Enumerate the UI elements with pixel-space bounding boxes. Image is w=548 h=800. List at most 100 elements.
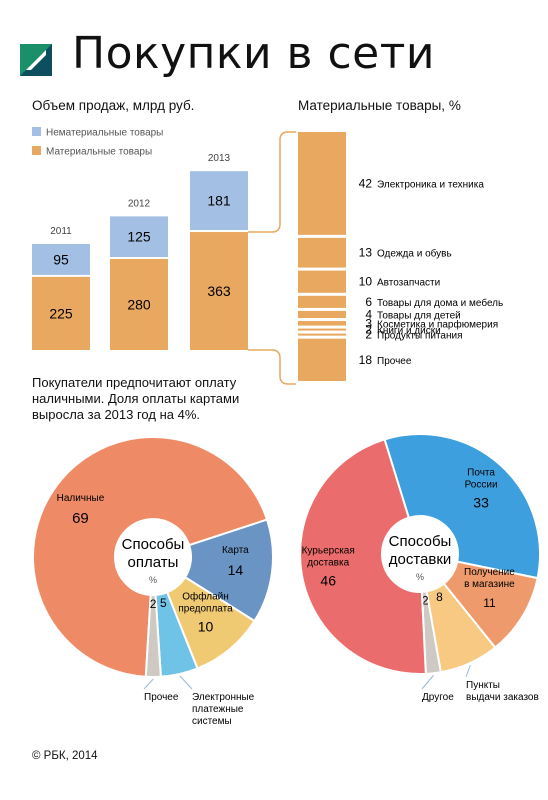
goods-value-label: 4 [365, 307, 372, 321]
donut-slice [183, 518, 274, 623]
slice-category-label: России [465, 479, 498, 490]
donut-title: Способы [122, 536, 185, 553]
bar-category-label: 2011 [50, 226, 72, 237]
goods-segment [298, 237, 346, 268]
goods-category-label: Косметика и парфюмерия [377, 318, 498, 330]
bar-value-label: 95 [53, 251, 69, 267]
sales-legend: Нематериальные товары Материальные товары [32, 127, 163, 158]
slice-category-label: Пункты [466, 680, 500, 691]
bar-value-label: 181 [207, 193, 231, 209]
goods-chart-title: Материальные товары, % [298, 98, 461, 113]
bar-segment-nonmaterial [190, 171, 248, 231]
legend-swatch [32, 146, 41, 155]
slice-category-label: Карта [222, 545, 249, 556]
copyright: © РБК, 2014 [32, 750, 98, 762]
goods-segment [298, 321, 346, 326]
bracket-bottom [248, 349, 296, 385]
slice-category-label: выдачи заказов [466, 692, 539, 703]
bar-segment-material [32, 276, 90, 350]
donut-title: Способы [389, 533, 452, 550]
slice-leader-line [179, 675, 193, 690]
goods-category-label: Продукты питания [377, 331, 463, 342]
slice-category-label: Получение [464, 567, 515, 578]
legend-swatch [32, 127, 41, 136]
donut-unit: % [149, 575, 157, 585]
goods-segment [298, 295, 346, 308]
goods-value-label: 10 [359, 275, 373, 289]
slice-category-label: доставка [307, 558, 349, 569]
goods-category-label: Товары для дома и мебель [377, 297, 503, 309]
bar-segment-material [110, 259, 168, 350]
slice-category-label: Прочее [144, 692, 179, 703]
sales-stacked-bar-chart: 225 95 2011 280 125 2012 363 181 2013 [32, 153, 248, 350]
donut-slice [32, 436, 269, 678]
slice-category-label: Оффлайн [182, 591, 229, 603]
bar-value-label: 225 [49, 305, 73, 321]
donut-slice [383, 433, 541, 580]
goods-value-label: 3 [365, 316, 372, 330]
slice-value-label: 10 [198, 619, 214, 635]
slice-value-label: 46 [320, 573, 336, 589]
slice-value-label: 2 [150, 597, 157, 611]
donut-title: доставки [389, 551, 452, 568]
bar-value-label: 363 [207, 283, 231, 299]
slice-category-label: системы [192, 716, 232, 727]
slice-value-label: 2 [422, 594, 429, 608]
slice-value-label: 11 [483, 596, 496, 610]
goods-category-label: Товары для детей [377, 310, 461, 321]
bracket-top [248, 131, 296, 233]
payment-note-line: Покупатели предпочитают оплату [32, 375, 237, 390]
payment-note-line: выросла за 2013 год на 4%. [32, 407, 200, 422]
goods-segment [298, 310, 346, 318]
goods-value-label: 18 [359, 353, 373, 367]
goods-segment [298, 338, 346, 381]
goods-value-label: 2 [365, 328, 372, 342]
legend-label: Материальные товары [46, 147, 152, 158]
slice-value-label: 69 [72, 510, 89, 527]
goods-category-label: Автозапчасти [377, 278, 440, 289]
slice-value-label: 33 [473, 494, 489, 510]
goods-category-label: Прочее [377, 356, 412, 367]
slice-leader-line [143, 678, 154, 690]
bar-category-label: 2013 [208, 153, 231, 164]
slice-value-label: 8 [436, 590, 443, 604]
donut-title: оплаты [128, 554, 179, 571]
goods-segment [298, 333, 346, 336]
bar-segment-nonmaterial [110, 216, 168, 257]
donut-unit: % [416, 572, 424, 582]
payment-note: Покупатели предпочитают оплату наличными… [32, 375, 239, 423]
slice-leader-line [465, 664, 471, 678]
slice-category-label: Электронные [192, 692, 255, 703]
goods-value-label: 6 [365, 295, 372, 309]
slice-category-label: Другое [422, 692, 454, 703]
donut-slice [299, 438, 427, 675]
bar-segment-nonmaterial [32, 244, 90, 275]
rbc-logo-icon [20, 44, 52, 76]
slice-category-label: платежные [192, 704, 244, 715]
slice-category-label: Курьерская [302, 546, 355, 557]
goods-category-label: Электроника и техника [377, 179, 484, 190]
goods-segment [298, 328, 346, 331]
donut-slice [144, 593, 162, 678]
page-title: Покупки в сети [72, 28, 435, 79]
goods-value-label: 42 [359, 176, 373, 190]
slice-value-label: 5 [160, 596, 167, 610]
sales-chart-title: Объем продаж, млрд руб. [32, 98, 195, 113]
slice-category-label: Наличные [57, 493, 105, 504]
slice-leader-line [421, 674, 434, 690]
payment-note-line: наличными. Доля оплаты картами [32, 391, 240, 406]
goods-category-label: Книги и диски [377, 326, 441, 337]
goods-value-label: 2 [365, 323, 372, 337]
slice-value-label: 14 [228, 562, 244, 578]
goods-segment [298, 132, 346, 235]
goods-value-label: 13 [359, 246, 373, 260]
bar-category-label: 2012 [128, 198, 151, 209]
donut-center [116, 520, 190, 594]
goods-category-label: Одежда и обувь [377, 248, 452, 260]
goods-segment [298, 270, 346, 293]
bar-value-label: 125 [127, 229, 151, 245]
legend-label: Нематериальные товары [46, 128, 163, 139]
